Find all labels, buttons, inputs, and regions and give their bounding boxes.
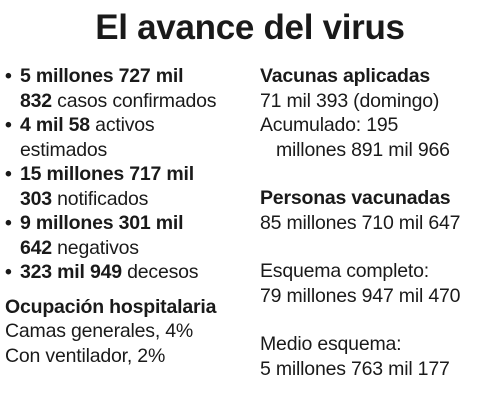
stat-notified-label: notificados	[51, 187, 149, 210]
stat-confirmed-line: 832 casos confirmados	[20, 89, 255, 114]
vaccinated-complete-label: Esquema completo:	[260, 260, 429, 282]
stat-negative-value-end: 642	[20, 236, 52, 259]
stat-negative-label: negativos	[51, 236, 139, 259]
stat-negative: • 9 millones 301 mil 642 negativos	[5, 211, 255, 260]
stat-confirmed-value: 5 millones 727 mil	[20, 65, 184, 87]
stat-active-label-end: estimados	[20, 138, 108, 161]
bullet-icon: •	[5, 261, 12, 283]
stat-confirmed-cases: • 5 millones 727 mil 832 casos confirmad…	[5, 64, 255, 113]
vaccinated-complete-value: 79 millones 947 mil 470	[260, 284, 461, 307]
stat-notified-value-end: 303	[20, 187, 52, 210]
stat-negative-line: 642 negativos	[20, 236, 255, 261]
bullet-icon: •	[5, 163, 12, 185]
bullet-icon: •	[5, 65, 12, 87]
hospital-heading: Ocupación hospitalaria	[5, 295, 217, 318]
stat-deaths: • 323 mil 949 decesos	[5, 260, 255, 285]
stat-deaths-value: 323 mil 949	[20, 261, 122, 283]
vaccines-accumulated: Acumulado: 195	[260, 114, 399, 136]
stats-column: • 5 millones 727 mil 832 casos confirmad…	[5, 64, 255, 368]
hospital-ventilator: Con ventilador, 2%	[5, 344, 166, 367]
stat-active-label: activos	[89, 114, 155, 136]
stat-notified-value: 15 millones 717 mil	[20, 163, 194, 185]
bullet-icon: •	[5, 212, 12, 234]
stat-notified-line: 303 notificados	[20, 187, 255, 212]
stat-confirmed-value-end: 832	[20, 89, 52, 112]
stat-active-line: 4 mil 58 activos	[20, 113, 255, 138]
vaccines-heading: Vacunas aplicadas	[260, 65, 431, 87]
vaccinated-heading: Personas vacunadas	[260, 187, 451, 209]
stat-active-value: 4 mil 58	[20, 114, 90, 136]
stat-deaths-line: 323 mil 949 decesos	[20, 260, 255, 285]
bullet-icon: •	[5, 114, 12, 136]
stat-notified: • 15 millones 717 mil 303 notificados	[5, 162, 255, 211]
stat-confirmed-label: casos confirmados	[51, 89, 217, 112]
vaccinated-half-value: 5 millones 763 mil 177	[260, 357, 450, 380]
stat-negative-value: 9 millones 301 mil	[20, 212, 184, 234]
stat-active-cases: • 4 mil 58 activos estimados	[5, 113, 255, 162]
vaccines-accumulated-value: millones 891 mil 966	[276, 138, 450, 161]
vaccines-daily: 71 mil 393 (domingo)	[260, 89, 440, 112]
hospital-general-beds: Camas generales, 4%	[5, 320, 194, 342]
vaccinated-total: 85 millones 710 mil 647	[260, 211, 461, 234]
vaccinated-half-label: Medio esquema:	[260, 333, 402, 355]
stat-deaths-label: decesos	[121, 261, 199, 283]
page-title: El avance del virus	[95, 8, 405, 47]
vaccines-column: Vacunas aplicadas 71 mil 393 (domingo) A…	[260, 64, 500, 381]
